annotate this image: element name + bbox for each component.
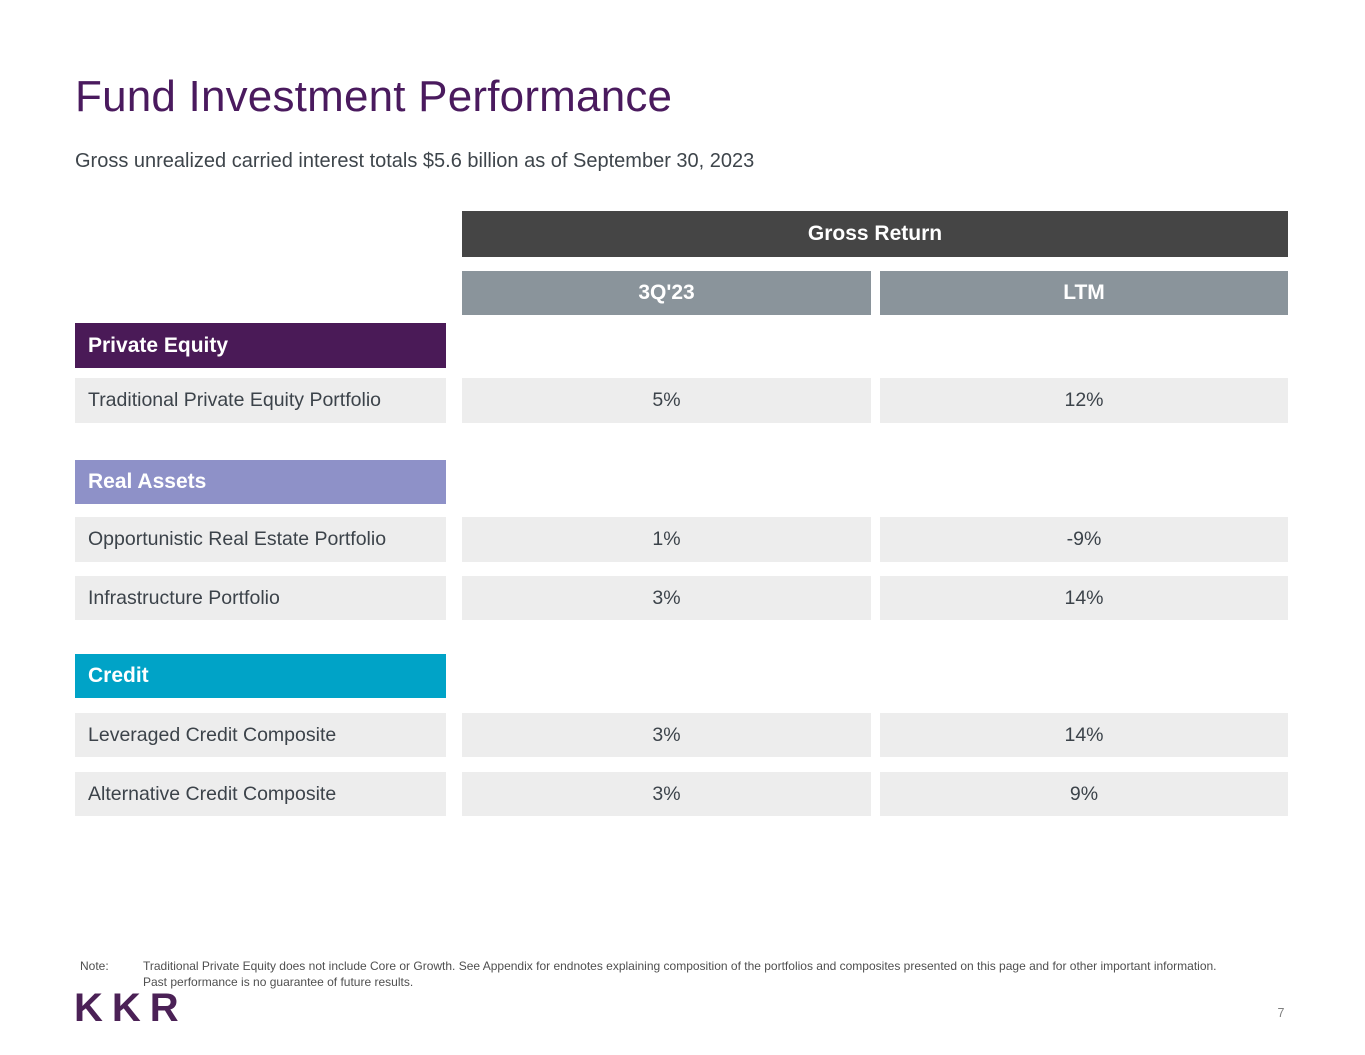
note-text-line-1: Traditional Private Equity does not incl… [143,959,1217,973]
cell-alternative-credit-composite-ltm: 9% [880,772,1288,816]
cell-leveraged-credit-composite-ltm: 14% [880,713,1288,757]
row-label-opportunistic-real-estate: Opportunistic Real Estate Portfolio [75,517,446,562]
cell-leveraged-credit-composite-3q23: 3% [462,713,871,757]
section-header-credit: Credit [75,654,446,698]
note-label: Note: [80,959,109,973]
row-label-leveraged-credit-composite: Leveraged Credit Composite [75,713,446,757]
cell-traditional-private-equity-3q23: 5% [462,378,871,423]
cell-opportunistic-real-estate-3q23: 1% [462,517,871,562]
subtitle: Gross unrealized carried interest totals… [75,150,755,172]
cell-alternative-credit-composite-3q23: 3% [462,772,871,816]
cell-infrastructure-portfolio-3q23: 3% [462,576,871,620]
page-title: Fund Investment Performance [75,72,673,121]
cell-infrastructure-portfolio-ltm: 14% [880,576,1288,620]
row-label-infrastructure-portfolio: Infrastructure Portfolio [75,576,446,620]
row-label-traditional-private-equity: Traditional Private Equity Portfolio [75,378,446,423]
table-header-gross-return: Gross Return [462,211,1288,257]
row-label-alternative-credit-composite: Alternative Credit Composite [75,772,446,816]
column-header-ltm: LTM [880,271,1288,315]
column-header-3q23: 3Q'23 [462,271,871,315]
section-header-private-equity: Private Equity [75,323,446,368]
page-number: 7 [1277,1006,1285,1020]
note-text-line-2: Past performance is no guarantee of futu… [143,975,414,989]
cell-traditional-private-equity-ltm: 12% [880,378,1288,423]
kkr-logo: KKR [74,986,188,1030]
section-header-real-assets: Real Assets [75,460,446,504]
cell-opportunistic-real-estate-ltm: -9% [880,517,1288,562]
